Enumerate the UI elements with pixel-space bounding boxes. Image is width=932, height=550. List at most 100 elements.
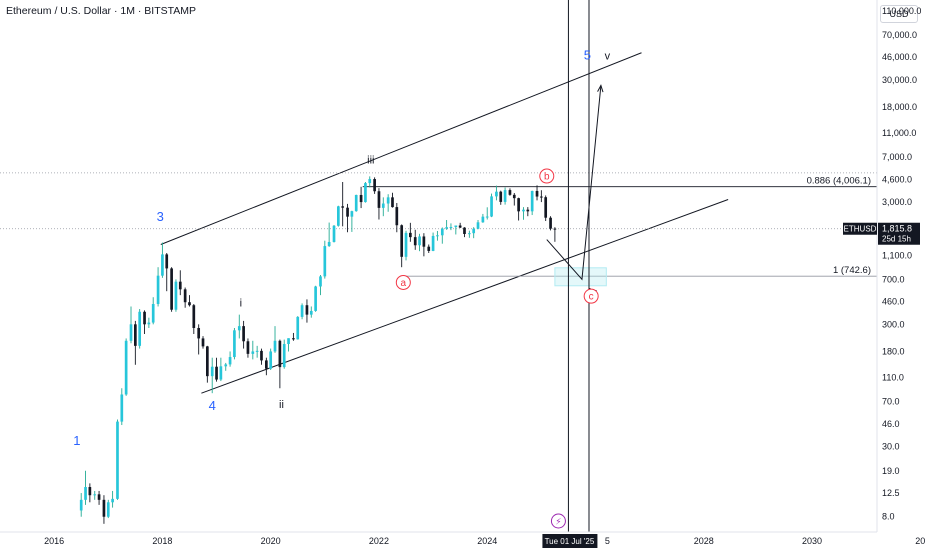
candle <box>323 240 327 279</box>
candle-body <box>251 351 255 354</box>
candle <box>178 270 182 296</box>
candle <box>183 287 187 308</box>
candle-body <box>350 211 354 217</box>
wave-label-3: 3 <box>157 209 164 224</box>
candle <box>413 229 417 250</box>
y-tick-label-3: 30,000.0 <box>882 75 917 85</box>
y-tick-label-6: 7,000.0 <box>882 152 912 162</box>
crosshair-suffix-label: 5 <box>605 536 610 546</box>
candle-body <box>508 190 512 195</box>
wave-circle-a <box>395 274 411 290</box>
candle-body <box>143 311 146 325</box>
candle <box>431 232 435 252</box>
candle <box>265 357 268 376</box>
y-tick-label-2: 46,000.0 <box>882 52 917 62</box>
candle-body <box>337 206 340 226</box>
x-tick-label-0: 2016 <box>44 536 64 546</box>
x-tick-label-3: 2022 <box>369 536 389 546</box>
candle <box>79 493 83 517</box>
candle <box>102 495 106 524</box>
candle <box>422 233 426 257</box>
candle <box>287 338 290 352</box>
wave-label-1: 1 <box>73 433 80 448</box>
candle-body <box>88 487 92 496</box>
candle-body <box>300 305 304 317</box>
y-tick-label-17: 30.0 <box>882 442 900 452</box>
candle <box>219 357 223 382</box>
candle-body <box>97 494 101 500</box>
crosshair-date-tag <box>542 534 598 548</box>
candle <box>273 326 277 353</box>
candle-body <box>386 197 390 204</box>
candle-body <box>427 246 431 251</box>
candle-body <box>309 310 313 315</box>
candle <box>292 332 295 341</box>
candle <box>404 230 408 261</box>
fib-label-0: 0.886 (4,006.1) <box>807 176 871 187</box>
candle-body <box>512 194 516 199</box>
y-tick-label-15: 70.0 <box>882 397 900 407</box>
channel-line-0 <box>160 52 642 245</box>
candle <box>512 192 516 206</box>
candle <box>170 267 173 312</box>
y-tick-label-16: 46.0 <box>882 419 900 429</box>
fib-label-1: 1 (742.6) <box>833 265 871 276</box>
candle-body <box>327 241 331 247</box>
candle-body <box>260 350 263 361</box>
candle-body <box>265 360 268 369</box>
candle <box>458 222 462 229</box>
event-icon <box>550 513 566 529</box>
time-axis: 2016 2018 2020 2022 2024 2028 2030 20 <box>44 536 925 546</box>
candle-body <box>368 179 372 184</box>
wave-label-v: v <box>605 51 611 63</box>
candle <box>481 213 485 223</box>
candle-body <box>490 196 493 217</box>
candle <box>242 320 245 349</box>
candle-body <box>341 206 345 208</box>
candle-body <box>201 338 205 347</box>
candle <box>476 220 480 230</box>
price-tag-value: 1,815.8 <box>882 224 912 234</box>
candle <box>205 345 209 383</box>
symbol-tag-label: ETHUSD <box>844 225 877 234</box>
candle-body <box>133 324 137 346</box>
candle-body <box>269 351 273 369</box>
candle-body <box>165 254 169 269</box>
candle-body <box>445 227 448 229</box>
candle-body <box>373 179 376 192</box>
candle-body <box>197 327 201 339</box>
candle-body <box>503 190 507 202</box>
candle <box>129 306 133 344</box>
candle-body <box>395 207 399 226</box>
candle <box>143 310 146 335</box>
candle <box>373 177 376 194</box>
target-box <box>554 267 607 287</box>
projection-arrowhead <box>597 84 604 93</box>
candle-body <box>314 286 317 311</box>
candle <box>174 279 178 312</box>
y-tick-label-19: 12.5 <box>882 488 900 498</box>
y-tick-label-0: 110,000.0 <box>882 6 921 16</box>
candle <box>246 338 250 358</box>
candle <box>354 194 358 212</box>
candle-body <box>440 228 444 236</box>
candle <box>409 222 412 242</box>
candle-body <box>530 190 534 212</box>
candle <box>468 230 471 238</box>
candle-body <box>413 237 417 246</box>
candle-body <box>120 394 124 422</box>
candle-body <box>319 276 322 287</box>
candle-body <box>436 235 439 237</box>
candle-body <box>124 340 128 395</box>
candle <box>224 362 228 371</box>
y-tick-label-4: 18,000.0 <box>882 102 917 112</box>
candle <box>309 306 313 318</box>
candle-body <box>93 494 97 496</box>
candle-body <box>449 227 453 229</box>
candle-body <box>233 330 236 358</box>
currency-selector[interactable]: USD <box>880 5 918 23</box>
candle-body <box>237 326 241 331</box>
candle-body <box>468 233 471 235</box>
candle <box>269 348 273 370</box>
